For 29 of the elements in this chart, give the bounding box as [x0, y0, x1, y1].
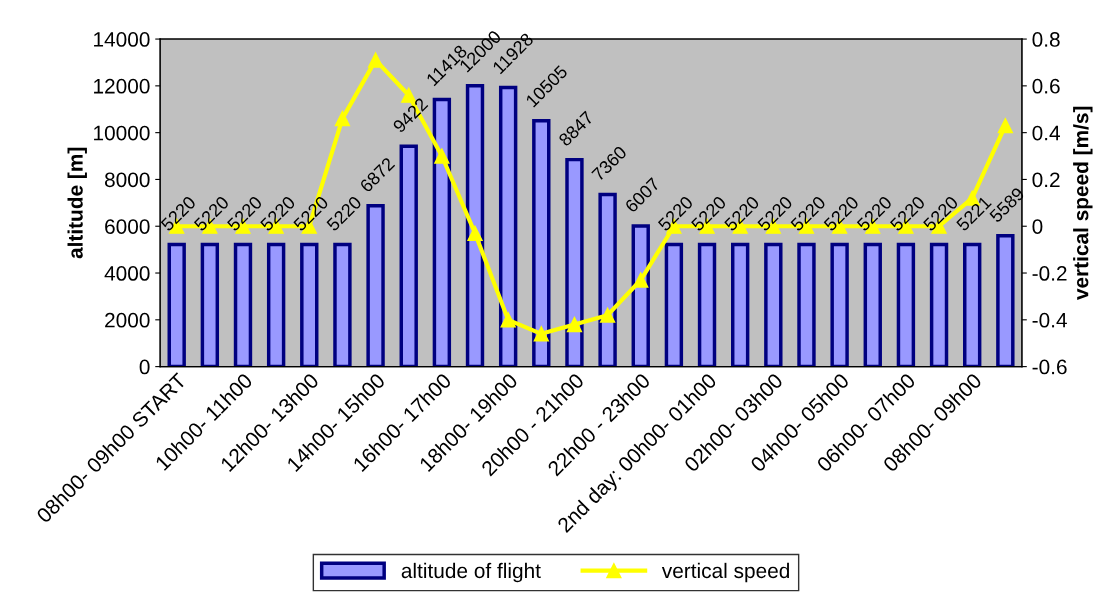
y-tick-label: 6000	[105, 219, 150, 234]
y2-tick-label: -0.2	[1032, 266, 1067, 281]
y2-axis-title: vertical speed [m/s]	[1073, 106, 1093, 301]
y2-tick-label: -0.4	[1032, 312, 1067, 328]
point	[633, 272, 649, 288]
y-tick-label: 8000	[104, 172, 150, 188]
y2-tick-label: 0.6	[1032, 78, 1060, 94]
legend-label: altitude of flight	[401, 562, 541, 583]
y2-tick-label: -0.6	[1032, 359, 1067, 375]
point	[500, 312, 516, 328]
y-tick-label: 14000	[94, 32, 150, 47]
y2-tick-label: 0.2	[1032, 172, 1060, 188]
point	[599, 307, 616, 323]
y2-tick-label: 0.8	[1032, 32, 1060, 47]
point	[467, 225, 483, 241]
y-tick-label: 12000	[94, 78, 150, 94]
y-tick-label: 4000	[104, 266, 150, 281]
point	[434, 148, 450, 164]
legend-label: vertical speed	[661, 562, 789, 583]
y-tick-label: 2000	[105, 312, 150, 328]
point	[997, 117, 1013, 134]
point	[367, 52, 384, 68]
y-axis-title: altitude [m]	[67, 147, 87, 259]
point	[334, 110, 351, 127]
y-tick-label: 10000	[94, 125, 150, 141]
point	[533, 326, 549, 342]
point	[566, 316, 583, 333]
y2-tick-label: 0	[1032, 219, 1043, 234]
y2-tick-label: 0.4	[1032, 125, 1060, 141]
